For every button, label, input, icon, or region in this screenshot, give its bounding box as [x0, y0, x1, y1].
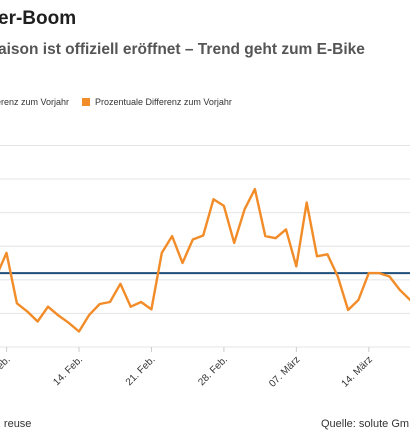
x-tick-label: 14. Feb.: [51, 354, 85, 388]
footer-license: | reuse: [0, 418, 32, 430]
percent-series-line: [0, 187, 410, 333]
x-tick-label: 28. Feb.: [196, 354, 230, 388]
x-tick-label: 07. März: [267, 354, 302, 389]
footer-source: Quelle: solute Gm: [321, 418, 410, 430]
chart-subtitle: aison ist offiziell eröffnet – Trend geh…: [0, 41, 365, 58]
legend-label-absolute: erenz zum Vorjahr: [0, 97, 70, 107]
legend-item-percent: Prozentuale Differenz zum Vorjahr: [82, 96, 232, 108]
legend-label-percent: Prozentuale Differenz zum Vorjahr: [95, 97, 232, 107]
x-tick-label: 07. Feb.: [0, 354, 13, 388]
legend-item-absolute: erenz zum Vorjahr: [0, 96, 69, 108]
x-tick-label: 21. Feb.: [124, 354, 158, 388]
x-tick-label: 14. März: [340, 354, 375, 389]
chart-title: er-Boom: [0, 8, 77, 29]
legend-swatch-percent: [82, 98, 90, 106]
